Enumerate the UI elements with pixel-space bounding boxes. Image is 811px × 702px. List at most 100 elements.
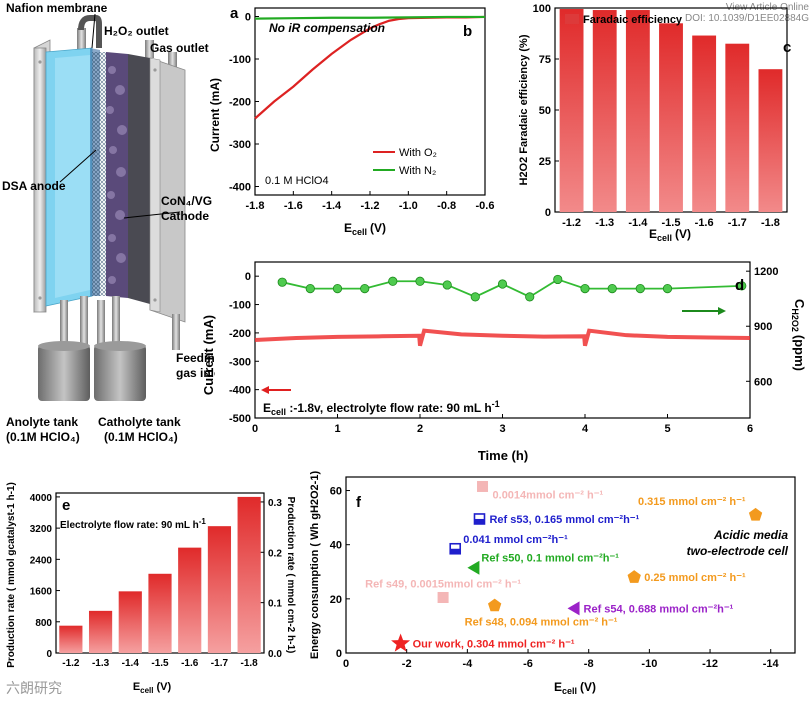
d-concentration-point	[332, 284, 343, 294]
f-point-pentagon	[627, 570, 641, 583]
c-plot-area: 0 25 50 75 100 -1.2 -1.3 -1.4 -1.5 -1.6 -1.7 -1.8	[533, 3, 788, 229]
legend-n2: With N₂	[399, 165, 436, 177]
c-bar	[625, 10, 650, 213]
d-concentration-point	[415, 276, 425, 286]
ab-ylabel: Current (mA)	[208, 78, 222, 152]
cathode-label-line2: Cathode	[161, 209, 209, 223]
d-y-tick-label: -100	[229, 300, 251, 312]
anolyte-label-line1: Anolyte tank	[6, 415, 78, 429]
c-x-tick-label: -1.4	[628, 217, 648, 229]
c-bar	[692, 35, 717, 212]
c-y-tick-label: 50	[539, 105, 551, 117]
e-x-tick-label: -1.3	[92, 658, 110, 669]
d-x-tick-label: 2	[417, 423, 423, 435]
ab-x-tick-label: -1.8	[246, 200, 265, 212]
f-x-tick-label: -10	[641, 658, 657, 670]
f-y-tick-label: 20	[330, 594, 342, 606]
d-concentration-point	[305, 284, 315, 294]
f-point-label: 0.041 mmol cm⁻²h⁻¹	[463, 534, 568, 546]
c-legend-label: Faradaic efficiency	[583, 14, 683, 26]
f-x-tick-label: -14	[763, 658, 780, 670]
d-concentration-point	[553, 274, 563, 285]
ab-y-tick-label: -200	[229, 97, 251, 109]
c-x-tick-label: -1.5	[662, 217, 681, 229]
f-point-label: Our work, 0.304 mmol cm⁻² h⁻¹	[413, 639, 575, 651]
d-concentration-point	[525, 292, 535, 302]
ab-y-tick-label: 0	[245, 12, 251, 24]
panel-label-e: e	[62, 497, 70, 514]
ab-y-tick-label: -100	[229, 54, 251, 66]
d-concentration-point	[607, 284, 617, 294]
f-point-label: Ref s48, 0.094 mmol cm⁻² h⁻¹	[465, 617, 618, 629]
f-point-label: Ref s54, 0.688 mmol cm⁻²h⁻¹	[584, 603, 734, 615]
e-bar	[59, 625, 83, 653]
e-x-tick-label: -1.2	[62, 658, 80, 669]
f-point-label: 0.315 mmol cm⁻² h⁻¹	[638, 496, 746, 508]
f-y-tick-label: 60	[330, 486, 342, 498]
doi-text: DOI: 10.1039/D1EE02884G	[685, 13, 809, 24]
dsa-anode-label: DSA anode	[2, 179, 66, 193]
f-x-tick-label: 0	[343, 658, 349, 670]
pipe	[97, 300, 105, 346]
d-concentration-point	[277, 277, 287, 287]
ab-y-tick-label: -400	[229, 182, 251, 194]
ab-xlabel: Ecell (V)	[344, 221, 386, 237]
d-y-tick-label: 0	[245, 271, 251, 283]
f-x-tick-label: -8	[584, 658, 594, 670]
f-point-label: Ref s49, 0.0015mmol cm⁻² h⁻¹	[365, 578, 521, 590]
f-x-tick-label: -6	[523, 658, 533, 670]
e-bar	[207, 526, 232, 653]
c-y-tick-label: 25	[539, 156, 551, 168]
e-note: Electrolyte flow rate: 90 mL h-1	[60, 517, 206, 531]
c-x-tick-label: -1.2	[562, 217, 581, 229]
d-left-arrow	[261, 386, 291, 394]
d-x-tick-label: 4	[582, 423, 589, 435]
f-y-tick-label: 0	[336, 648, 342, 660]
e-bar	[88, 610, 113, 653]
feeding-label-line2: gas inlet	[176, 366, 215, 380]
ab-x-tick-label: -1.4	[322, 200, 342, 212]
d-x-tick-label: 5	[664, 423, 670, 435]
panel-c: 0 25 50 75 100 -1.2 -1.3 -1.4 -1.5 -1.6 -1.7 -1.8 c…	[518, 3, 791, 243]
e-y2-tick-label: 0.3	[268, 498, 282, 509]
d-ylabel-right: CH2O2(ppm)	[790, 299, 807, 371]
pipe	[145, 40, 154, 58]
c-bar	[592, 10, 617, 213]
d-x-tick-label: 1	[334, 423, 340, 435]
electrolyte-note: 0.1 M HClO4	[265, 175, 329, 187]
catholyte-label-line1: Catholyte tank	[98, 415, 181, 429]
e-y-tick-label: 4000	[30, 493, 53, 504]
c-ylabel: H2O2 Faradaic efficiency (%)	[518, 34, 530, 185]
f-point-square	[437, 591, 449, 603]
e-y-tick-label: 3200	[30, 524, 53, 535]
f-x-tick-label: -2	[402, 658, 412, 670]
f-x-tick-label: -4	[462, 658, 473, 670]
c-y-tick-label: 75	[539, 54, 551, 66]
e-x-tick-label: -1.6	[181, 658, 199, 669]
f-point-pentagon	[748, 507, 763, 521]
f-y-tick-label: 40	[330, 540, 342, 552]
d-concentration-point	[388, 276, 398, 286]
legend-o2: With O₂	[399, 147, 437, 159]
nafion-membrane-label: Nafion membrane	[6, 1, 108, 15]
c-bar	[559, 9, 584, 212]
d-y2-tick-label: 1200	[754, 266, 778, 278]
d-concentration-point	[737, 281, 747, 291]
pipe	[80, 296, 88, 346]
e-xlabel: Ecell (V)	[133, 681, 172, 695]
anolyte-label-line2: (0.1M HClO₄)	[6, 430, 80, 444]
ab-x-tick-label: -0.6	[476, 200, 495, 212]
e-bar	[178, 547, 202, 653]
e-ylabel-right: Production rate ( mmol cm-2 h-1)	[285, 497, 296, 654]
f-point-label: Ref s50, 0.1 mmol cm⁻²h⁻¹	[481, 553, 619, 565]
f-point-half-fill	[450, 548, 461, 554]
e-y2-tick-label: 0.1	[268, 599, 282, 610]
ab-plot-area: -1.8 -1.6 -1.4 -1.2 -1.0 -0.8 -0.6 0 -100 -200 -30…	[229, 7, 495, 212]
e-x-tick-label: -1.8	[241, 658, 259, 669]
pipe	[172, 314, 180, 350]
c-bar	[659, 23, 683, 212]
d-concentration-point	[360, 284, 370, 294]
d-xlabel: Time (h)	[478, 448, 528, 463]
c-bar	[725, 43, 750, 213]
